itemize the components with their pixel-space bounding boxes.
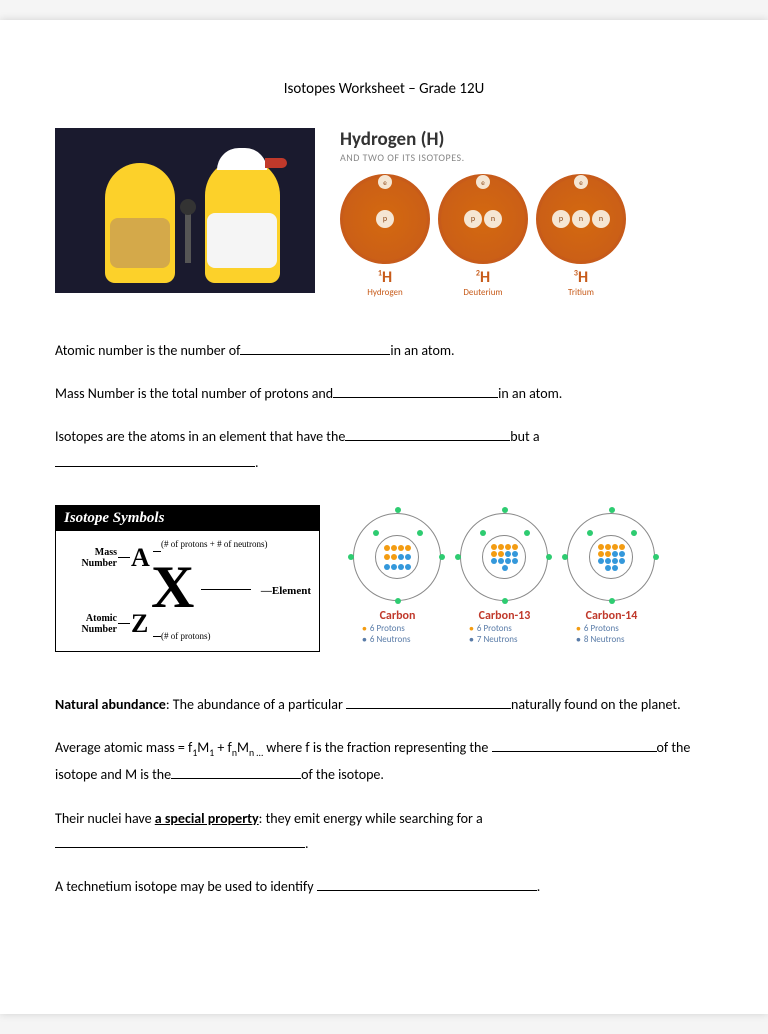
text: M (197, 739, 209, 756)
text: Atomic number is the number of (55, 342, 240, 359)
element-label: —Element (261, 585, 311, 597)
text: + f (214, 739, 232, 756)
isotope-symbols-diagram: Isotope Symbols A X Z Mass Number Atomic… (55, 505, 320, 652)
text: Average atomic mass = f (55, 739, 192, 756)
text: of the isotope. (301, 766, 384, 783)
fill-blank[interactable] (55, 453, 255, 467)
text: A technetium isotope may be used to iden… (55, 878, 317, 895)
text: where f is the fraction representing the (263, 739, 491, 756)
hydrogen-atom: ep 1H Hydrogen (340, 174, 430, 298)
fill-blank[interactable] (317, 877, 537, 891)
fill-blank[interactable] (346, 695, 511, 709)
hydrogen-atom: epn 2H Deuterium (438, 174, 528, 298)
text: M (237, 739, 249, 756)
atomic-label: Atomic Number (62, 613, 117, 635)
hydrogen-diagram: Hydrogen (H) AND TWO OF ITS ISOTOPES. ep… (340, 128, 660, 298)
text: Mass Number is the total number of proto… (55, 385, 333, 402)
fill-blank[interactable] (345, 427, 510, 441)
statement-6: Their nuclei have a special property: th… (55, 806, 713, 856)
bold-term: Natural abundance (55, 696, 166, 713)
hydrogen-subtitle: AND TWO OF ITS ISOTOPES. (340, 151, 660, 164)
text: : The abundance of a particular (166, 696, 346, 713)
text: in an atom. (390, 342, 454, 359)
hydrogen-atom: epnn 3H Tritium (536, 174, 626, 298)
carbon-isotope: Carbon-14 6 Protons8 Neutrons (564, 510, 659, 646)
carbon-isotope: Carbon 6 Protons6 Neutrons (350, 510, 445, 646)
statement-1: Atomic number is the number of in an atom… (55, 338, 713, 363)
text: but a (510, 428, 539, 445)
statement-3: Isotopes are the atoms in an element tha… (55, 424, 713, 474)
hydrogen-title: Hydrogen (H) (340, 128, 660, 151)
fill-blank[interactable] (333, 384, 498, 398)
statement-2: Mass Number is the total number of proto… (55, 381, 713, 406)
text: Their nuclei have (55, 810, 155, 827)
statement-4: Natural abundance: The abundance of a pa… (55, 692, 713, 717)
pn-label: (# of protons + # of neutrons) (161, 539, 268, 549)
symbol-x: X (151, 553, 194, 622)
iso-header: Isotope Symbols (56, 506, 319, 531)
symbol-z: Z (131, 609, 148, 639)
text: . (305, 835, 309, 852)
p-label: (# of protons) (161, 631, 211, 641)
fill-blank[interactable] (492, 738, 657, 752)
fill-blank[interactable] (55, 834, 305, 848)
image-row-2: Isotope Symbols A X Z Mass Number Atomic… (55, 505, 713, 652)
text: in an atom. (498, 385, 562, 402)
bold-underline: a special property (155, 810, 259, 827)
statement-5: Average atomic mass = f1M1 + fnMn … wher… (55, 735, 713, 788)
text: . (537, 878, 541, 895)
statement-7: A technetium isotope may be used to iden… (55, 874, 713, 899)
image-row-1: Hydrogen (H) AND TWO OF ITS ISOTOPES. ep… (55, 128, 713, 298)
text: : they emit energy while searching for a (259, 810, 483, 827)
text: . (255, 454, 259, 471)
worksheet-page: Isotopes Worksheet – Grade 12U Hydrogen … (0, 20, 768, 1014)
page-title: Isotopes Worksheet – Grade 12U (55, 80, 713, 98)
simpsons-image (55, 128, 315, 293)
symbol-a: A (131, 543, 150, 573)
text: naturally found on the planet. (511, 696, 681, 713)
text: Isotopes are the atoms in an element tha… (55, 428, 345, 445)
carbon-isotope: Carbon-13 6 Protons7 Neutrons (457, 510, 552, 646)
fill-blank[interactable] (240, 341, 390, 355)
carbon-isotopes-diagram: Carbon 6 Protons6 Neutrons Carbon-13 6 P… (350, 505, 659, 646)
fill-blank[interactable] (171, 765, 301, 779)
mass-label: Mass Number (62, 547, 117, 569)
